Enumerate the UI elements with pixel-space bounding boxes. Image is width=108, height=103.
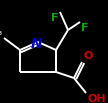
Text: F: F — [52, 13, 59, 23]
Text: N: N — [31, 37, 43, 51]
Text: OH: OH — [87, 94, 106, 103]
Text: O: O — [84, 51, 93, 61]
Text: F: F — [81, 23, 88, 33]
Text: CH₃: CH₃ — [0, 27, 3, 37]
